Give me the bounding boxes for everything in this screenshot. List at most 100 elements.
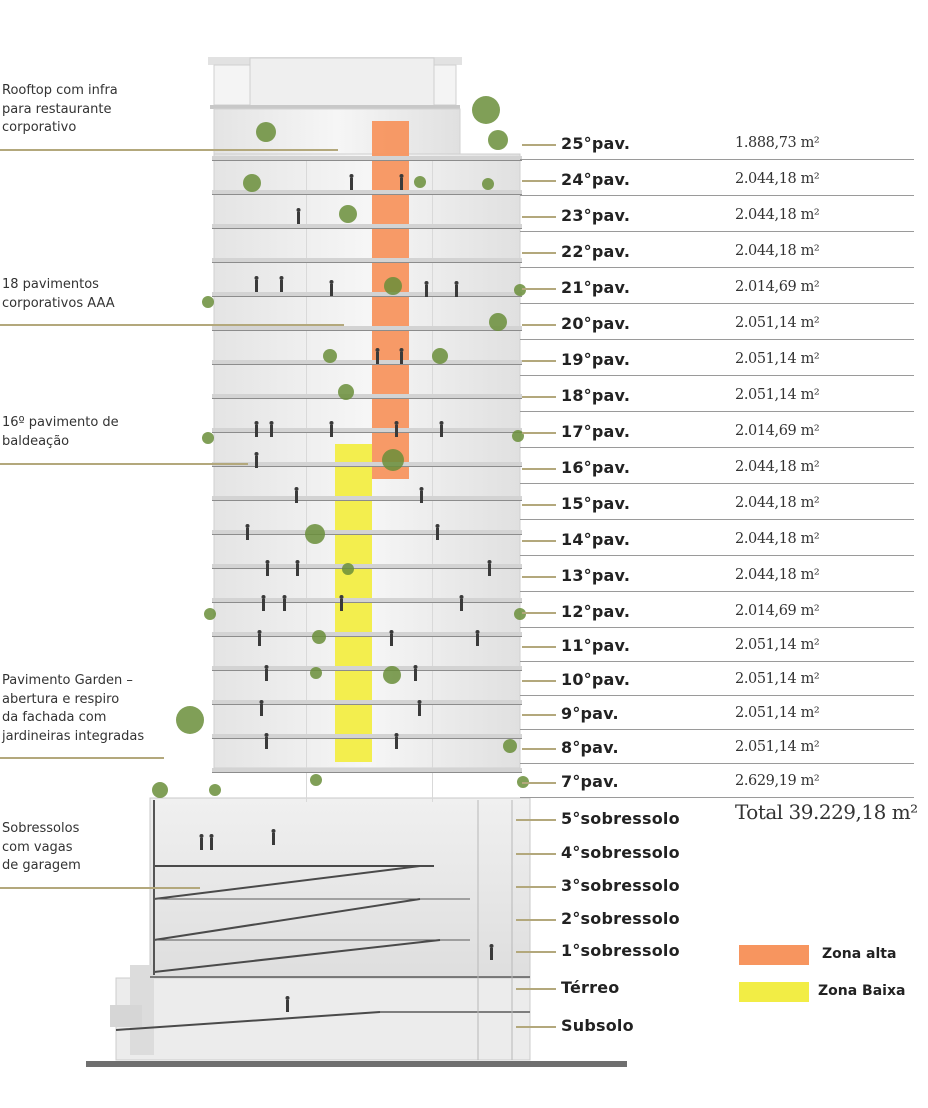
- floor-slab: [212, 156, 522, 160]
- plant: [152, 782, 168, 798]
- plant: [243, 174, 261, 192]
- floor-leader: [522, 252, 556, 254]
- floor-label: 11°pav.: [561, 636, 631, 655]
- person-figure: [418, 704, 421, 716]
- lower-level-label: 4°sobressolo: [561, 843, 680, 862]
- person-head: [424, 281, 429, 285]
- mullion: [432, 229, 433, 258]
- person-figure: [330, 425, 333, 437]
- occupants-and-plants: [152, 96, 529, 1012]
- floor-area: 2.051,14 m²: [735, 739, 820, 755]
- person-figure: [296, 564, 299, 576]
- floor-leader: [522, 468, 556, 470]
- floor-divider: [520, 375, 914, 376]
- mullion: [306, 399, 307, 428]
- floor-area: 2.044,18 m²: [735, 171, 820, 187]
- plant: [514, 608, 526, 620]
- floor-slab-edge: [212, 602, 522, 603]
- plant: [503, 739, 517, 753]
- person-figure: [297, 212, 300, 224]
- mullion: [432, 365, 433, 394]
- person-head: [294, 487, 299, 491]
- floor-leader: [522, 540, 556, 542]
- person-head: [487, 560, 492, 564]
- legend-label-zona-baixa: Zona Baixa: [818, 983, 906, 999]
- person-head: [399, 348, 404, 352]
- floor-divider: [520, 661, 914, 662]
- floor-slab: [212, 360, 522, 364]
- leader-garden: [0, 757, 164, 759]
- floor-slab-edge: [212, 330, 522, 331]
- floor-label: 9°pav.: [561, 704, 619, 723]
- plant: [204, 608, 216, 620]
- lower-level-label: Térreo: [561, 978, 620, 997]
- mullion: [432, 501, 433, 530]
- person-head: [329, 421, 334, 425]
- plant: [310, 774, 322, 786]
- floor-label: 8°pav.: [561, 738, 619, 757]
- person-figure: [395, 425, 398, 437]
- floor-divider: [520, 303, 914, 304]
- person-head: [489, 944, 494, 948]
- floor-slab-edge: [212, 738, 522, 739]
- person-figure: [350, 178, 353, 190]
- person-head: [261, 595, 266, 599]
- floor-label: 15°pav.: [561, 494, 631, 513]
- lower-level-label: 3°sobressolo: [561, 876, 680, 895]
- person-figure: [295, 491, 298, 503]
- floor-leader: [522, 324, 556, 326]
- person-head: [265, 560, 270, 564]
- mullion: [432, 195, 433, 224]
- floor-label: 23°pav.: [561, 206, 631, 225]
- mullion: [306, 297, 307, 326]
- floor-label: 19°pav.: [561, 350, 631, 369]
- person-figure: [488, 564, 491, 576]
- person-figure: [210, 838, 213, 850]
- lower-level-leader: [516, 853, 556, 855]
- floor-slab: [212, 394, 522, 398]
- mullion: [306, 195, 307, 224]
- person-figure: [280, 280, 283, 292]
- mullion: [306, 773, 307, 802]
- person-head: [254, 421, 259, 425]
- floor-slab: [212, 224, 522, 228]
- podium-garage: [110, 797, 531, 1061]
- floor-slab-edge: [212, 466, 522, 467]
- mullion: [306, 535, 307, 564]
- mullion: [306, 637, 307, 666]
- mullion: [432, 399, 433, 428]
- person-head: [394, 421, 399, 425]
- plant: [384, 277, 402, 295]
- person-figure: [376, 352, 379, 364]
- floor-label: 24°pav.: [561, 170, 631, 189]
- floor-divider: [520, 729, 914, 730]
- floor-divider: [520, 231, 914, 232]
- floor-label: 13°pav.: [561, 566, 631, 585]
- person-figure: [476, 634, 479, 646]
- plant: [312, 630, 326, 644]
- person-figure: [440, 425, 443, 437]
- mullion: [432, 263, 433, 292]
- annotation-corporativos: 18 pavimentos corporativos AAA: [2, 277, 115, 311]
- floor-slab-edge: [212, 364, 522, 365]
- floor-area: 2.044,18 m²: [735, 243, 820, 259]
- person-figure: [395, 737, 398, 749]
- rooftop-structure: [208, 57, 462, 155]
- person-figure: [420, 491, 423, 503]
- floor-leader: [522, 782, 556, 784]
- person-figure: [265, 669, 268, 681]
- plant: [339, 205, 357, 223]
- lower-level-label: Subsolo: [561, 1016, 634, 1035]
- floor-area: 2.051,14 m²: [735, 671, 820, 687]
- mullion: [432, 637, 433, 666]
- mullion: [306, 569, 307, 598]
- annotation-sobressolos: Sobressolos com vagas de garagem: [2, 821, 81, 873]
- floor-leader: [522, 396, 556, 398]
- floor-divider: [520, 695, 914, 696]
- floor-leader: [522, 360, 556, 362]
- lower-level-label: 1°sobressolo: [561, 941, 680, 960]
- floor-leader: [522, 432, 556, 434]
- person-figure: [414, 669, 417, 681]
- lower-level-leader: [516, 919, 556, 921]
- floor-label: 21°pav.: [561, 278, 631, 297]
